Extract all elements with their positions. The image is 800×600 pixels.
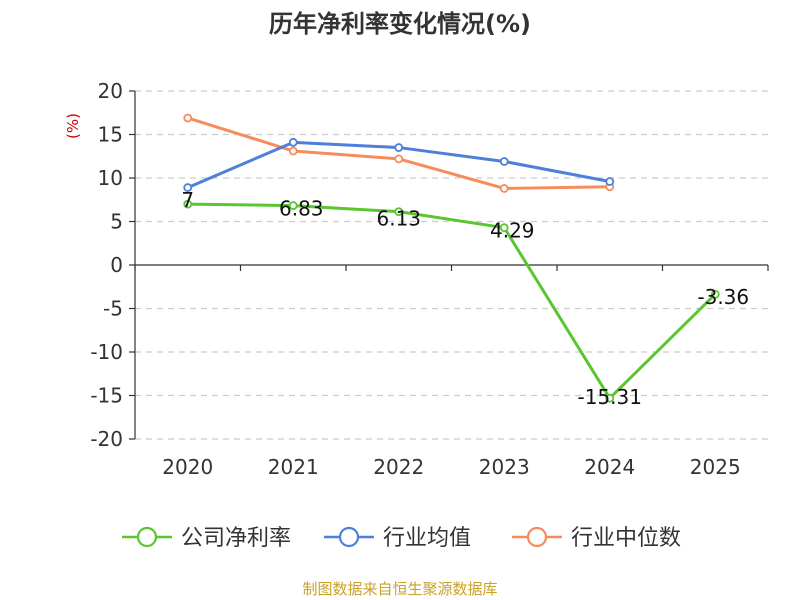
axes: 20 15 10 5 0 -5 -10 -15 -20 2020 2021 2022 2023 2024 2… (64, 79, 769, 479)
data-label: 7 (181, 188, 194, 212)
data-point[interactable] (605, 393, 615, 403)
legend-item[interactable]: 行业均值 (324, 526, 471, 551)
data-point[interactable] (288, 137, 298, 147)
data-point[interactable] (710, 289, 720, 299)
data-point[interactable] (183, 113, 193, 123)
data-point[interactable] (499, 223, 509, 233)
data-point[interactable] (499, 184, 509, 193)
y-tick-label: -10 (90, 340, 123, 364)
data-point[interactable] (605, 177, 615, 186)
y-tick-label: -15 (90, 384, 123, 408)
data-point[interactable] (394, 154, 404, 164)
legend-marker-icon (526, 526, 548, 548)
data-label: 6.13 (376, 207, 421, 231)
legend-label: 行业均值 (383, 526, 471, 551)
data-point[interactable] (499, 157, 509, 166)
data-point[interactable] (394, 143, 404, 152)
data-point[interactable] (394, 207, 404, 217)
y-tick-label: 0 (110, 253, 123, 277)
series-lines (183, 113, 720, 403)
y-tick-label: 15 (98, 123, 123, 147)
y-tick-label: 20 (98, 79, 123, 103)
series-line (187, 202, 717, 400)
data-point[interactable] (288, 146, 298, 156)
series-1 (183, 137, 615, 192)
legend-label: 公司净利率 (181, 526, 291, 551)
source-note: 制图数据来自恒生聚源数据库 (302, 580, 498, 598)
y-tick-label: 5 (110, 210, 123, 234)
x-tick-label: 2020 (162, 455, 213, 479)
x-tick-label: 2025 (690, 455, 741, 479)
data-point[interactable] (183, 183, 193, 192)
legend-item[interactable]: 公司净利率 (122, 526, 291, 551)
legend-label: 行业中位数 (571, 526, 681, 551)
x-tick-label: 2022 (373, 455, 424, 479)
data-label: -3.36 (697, 285, 749, 309)
data-point[interactable] (183, 199, 193, 209)
x-tick-label: 2021 (268, 455, 319, 479)
legend[interactable]: 公司净利率 行业均值 行业中位数 (122, 526, 681, 551)
data-labels: 7 6.83 6.13 4.29 -15.31 -3.36 (181, 188, 749, 409)
line-chart: 20 15 10 5 0 -5 -10 -15 -20 2020 2021 2022 2023 2024 2… (64, 79, 769, 551)
y-axis-unit-label: (%) (64, 113, 82, 139)
data-label: -15.31 (578, 385, 642, 409)
chart-title: 历年净利率变化情况(%) (269, 10, 531, 38)
series-2 (183, 113, 615, 193)
legend-marker-icon (136, 526, 158, 548)
series-0 (183, 199, 720, 403)
data-label: 6.83 (279, 197, 324, 221)
legend-item[interactable]: 行业中位数 (512, 526, 681, 551)
x-tick-label: 2023 (479, 455, 530, 479)
legend-marker-icon (338, 526, 360, 548)
y-tick-label: -5 (103, 297, 123, 321)
data-point[interactable] (288, 201, 298, 210)
data-label: 4.29 (490, 219, 535, 243)
y-tick-label: 10 (98, 166, 123, 190)
x-tick-label: 2024 (584, 455, 635, 479)
y-tick-label: -20 (90, 427, 123, 451)
